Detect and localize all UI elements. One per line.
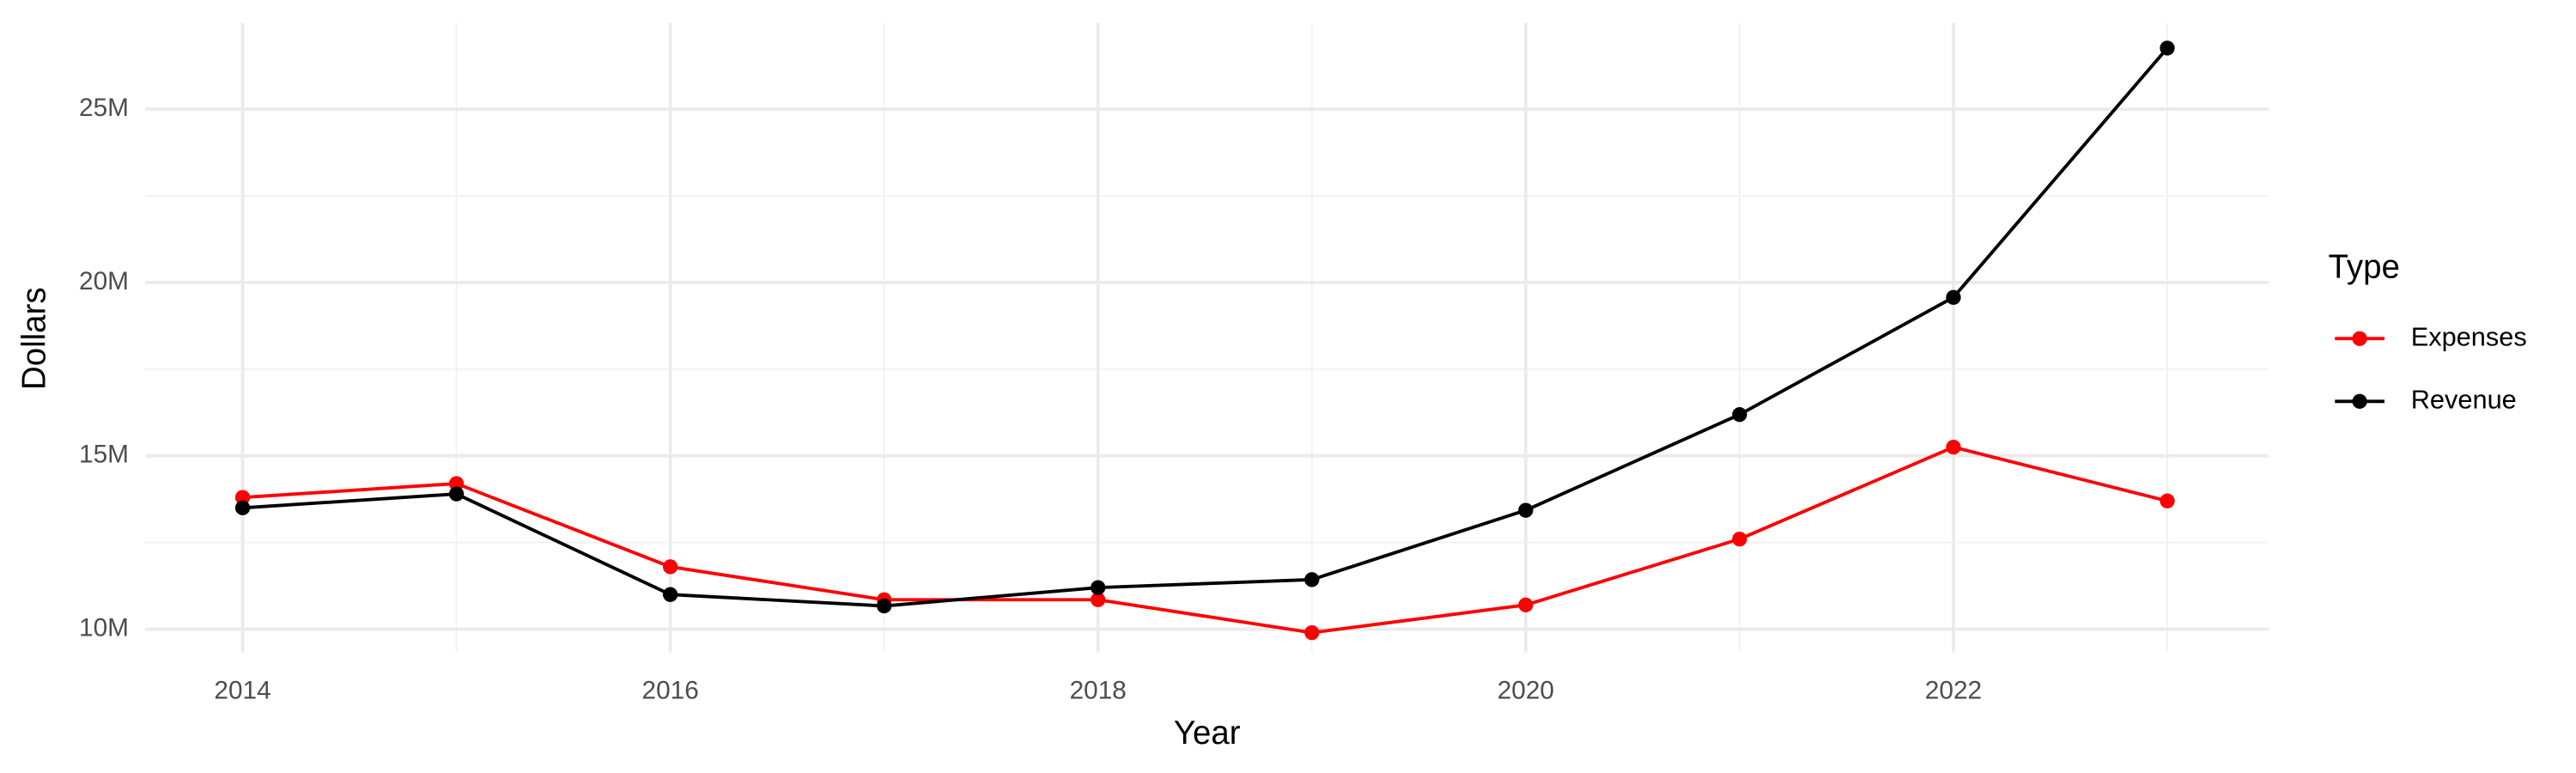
data-point [662,559,678,575]
data-point [1732,407,1747,423]
data-point [662,587,678,602]
x-tick-label: 2022 [1925,677,1982,705]
y-tick-label: 20M [79,267,129,295]
y-tick-label: 25M [79,94,129,122]
data-point [1946,289,1961,305]
x-tick-label: 2016 [642,677,699,705]
legend-key-point [2352,331,2367,346]
x-axis-title: Year [1174,715,1241,752]
y-tick-label: 10M [79,613,129,642]
data-point [1946,439,1961,455]
data-point [1732,531,1747,547]
legend-label: Revenue [2411,384,2517,414]
data-point [2160,40,2175,56]
x-tick-label: 2020 [1498,677,1554,705]
x-tick-label: 2018 [1070,677,1127,705]
y-tick-label: 15M [79,441,129,469]
legend-title: Type [2329,249,2400,286]
x-tick-label: 2014 [214,677,270,705]
data-point [234,490,251,505]
data-point [1518,502,1534,518]
data-point [2160,493,2175,508]
y-axis-title: Dollars [15,287,52,390]
series-line [242,46,2169,608]
data-point [448,486,465,502]
data-point [1091,592,1106,607]
data-point [1091,580,1106,595]
data-point [448,476,465,491]
data-point [1304,572,1320,587]
data-point [877,598,892,614]
series-line [242,445,2168,635]
legend-key-point [2352,393,2367,409]
data-point [1304,624,1320,641]
data-point [234,500,251,515]
legend-label: Expenses [2411,321,2527,351]
data-point [1518,597,1534,612]
